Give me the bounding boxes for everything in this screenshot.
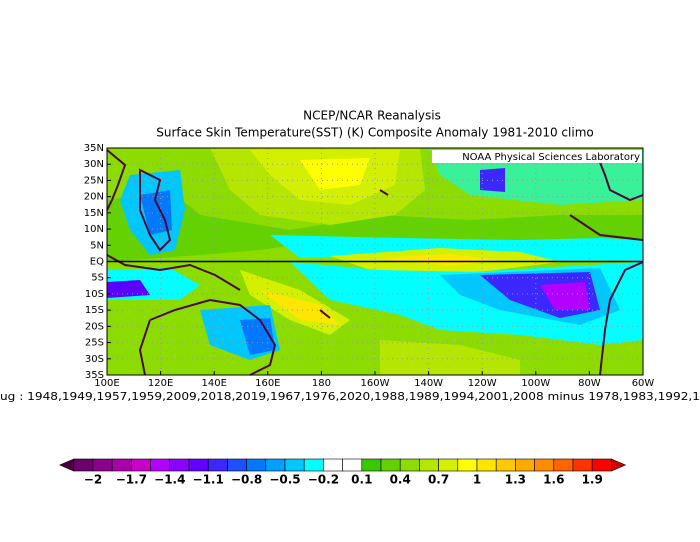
colorbar-label: −0.8 [231,473,262,487]
colorbar-label: −0.5 [269,473,300,487]
swatch [438,458,459,472]
swatch [303,458,324,472]
swatch [284,458,305,472]
lat-label: 5N [90,240,104,251]
colorbar-label: −2 [84,473,102,487]
swatch [111,458,132,472]
colorbar-label: 1.6 [543,473,564,487]
lon-label: 160W [361,378,390,389]
lat-label: 25S [85,338,104,349]
lat-label: 20N [84,192,104,203]
lat-label: 15S [85,305,104,316]
colorbar-label: 1 [473,473,481,487]
lat-label: 20S [85,321,104,332]
lon-label: 100W [521,378,550,389]
lon-label: 140E [201,378,226,389]
swatch [246,458,267,472]
swatch [515,458,535,472]
colorbar-label: 0.7 [428,473,449,487]
watermark-box [432,150,642,163]
coastlines [106,149,644,376]
colorbar-label: 1.9 [582,473,603,487]
over-triangle [611,458,627,472]
colorbar-label: −1.7 [116,473,147,487]
swatch [207,458,228,472]
swatch [150,458,171,472]
colorbar-label: −1.1 [193,473,224,487]
lon-label: 160E [255,378,280,389]
under-triangle [59,458,75,472]
swatch [572,458,593,472]
swatch [457,458,478,472]
colorbar-label: 1.3 [505,473,526,487]
lat-label: 15N [84,208,104,219]
lat-label: EQ [90,257,104,268]
swatch [476,458,497,472]
lat-label: 5S [91,273,104,284]
swatch [265,458,286,472]
swatch [342,458,363,472]
colorbar: −2 −1.7 −1.4 −1.1 −0.8 −0.5 −0.2 0.1 0.4 0.7 1 1.3 1… [59,458,627,487]
swatch [188,458,209,472]
swatch [380,458,401,472]
swatch [131,458,151,472]
lon-label: 140W [414,378,443,389]
swatch [361,458,382,472]
lon-label: 180 [312,378,331,389]
colorbar-label: −1.4 [154,473,185,487]
swatch [534,458,555,472]
swatch [399,458,420,472]
lon-label: 80W [578,378,601,389]
lat-label: 35N [84,143,104,154]
lon-label: 100E [94,378,119,389]
lon-label: 120W [468,378,497,389]
lat-label: 25N [84,175,104,186]
subtitle: Surface Skin Temperature(SST) (K) Compos… [156,126,593,140]
swatch [553,458,574,472]
lat-label: 10N [84,224,104,235]
swatch [169,458,190,472]
lon-label: 60W [632,378,655,389]
swatch [73,458,94,472]
colorbar-label: 0.1 [351,473,372,487]
colorbar-label: −0.2 [308,473,339,487]
caption: ug : 1948,1949,1957,1959,2009,2018,2019,… [0,390,700,403]
lat-label: 30N [84,159,104,170]
lat-label: 35S [85,370,104,381]
lat-label: 10S [85,289,104,300]
swatch [591,458,612,472]
lon-label: 120E [148,378,173,389]
swatch [92,458,113,472]
colorbar-label: 0.4 [390,473,411,487]
watermark: NOAA Physical Sciences Laboratory [462,152,640,163]
swatch [495,458,516,472]
lat-label: 30S [85,354,104,365]
swatch [323,458,343,472]
swatch [419,458,439,472]
title: NCEP/NCAR Reanalysis [303,109,441,123]
swatch [227,458,247,472]
